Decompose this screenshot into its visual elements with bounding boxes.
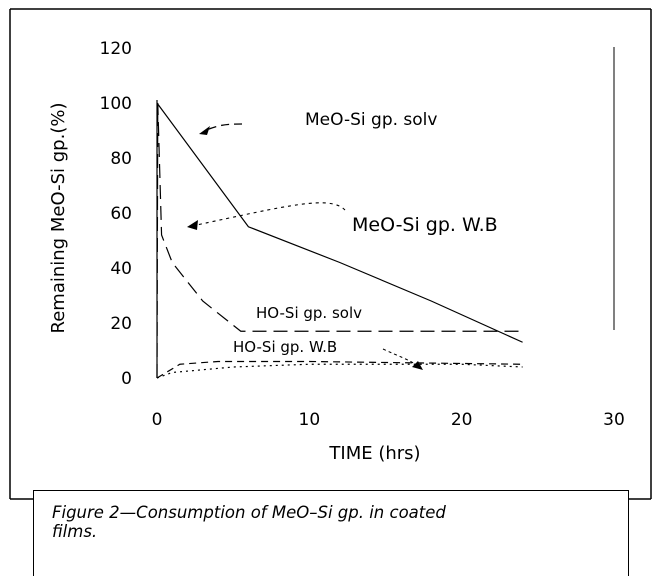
y-tick-labels: 0 20 40 60 80 100 120 <box>100 39 132 389</box>
series-line-4 <box>156 363 523 379</box>
y-tick-label: 40 <box>110 259 132 279</box>
annotation-ho-wb: HO-Si gp. W.B <box>233 338 337 356</box>
y-tick-label: 80 <box>110 149 132 169</box>
arrowhead-ho-wb <box>412 361 423 370</box>
y-tick-label: 120 <box>100 39 132 59</box>
annotation-arrow-meo-solv <box>204 123 243 132</box>
annotation-meo-solv: MeO-Si gp. solv <box>305 110 437 130</box>
y-axis-label: Remaining MeO-Si gp.(%) <box>48 103 69 334</box>
x-tick-label: 10 <box>299 410 321 430</box>
annotation-meo-wb: MeO-Si gp. W.B <box>352 214 498 236</box>
annotation-arrow-meo-wb <box>191 202 346 227</box>
y-tick-label: 0 <box>121 369 132 389</box>
annotation-arrow-ho-wb <box>382 348 419 367</box>
series-layer <box>156 102 523 379</box>
figure-caption: Figure 2—Consumption of MeO–Si gp. in co… <box>52 503 446 541</box>
y-tick-label: 20 <box>110 314 132 334</box>
arrowhead-meo-wb <box>187 220 198 230</box>
arrowhead-meo-solv <box>199 126 210 135</box>
annotation-ho-solv: HO-Si gp. solv <box>256 304 362 322</box>
y-tick-label: 60 <box>110 204 132 224</box>
x-tick-label: 30 <box>603 410 625 430</box>
y-tick-label: 100 <box>100 94 132 114</box>
x-axis-label: TIME (hrs) <box>328 443 420 464</box>
x-tick-label: 20 <box>451 410 473 430</box>
series-line-3 <box>156 360 523 379</box>
series-line-1 <box>156 102 523 343</box>
x-tick-labels: 0 10 20 30 <box>152 410 625 430</box>
x-tick-label: 0 <box>152 410 163 430</box>
caption-box: Figure 2—Consumption of MeO–Si gp. in co… <box>33 490 629 576</box>
series-line-2 <box>156 102 523 379</box>
